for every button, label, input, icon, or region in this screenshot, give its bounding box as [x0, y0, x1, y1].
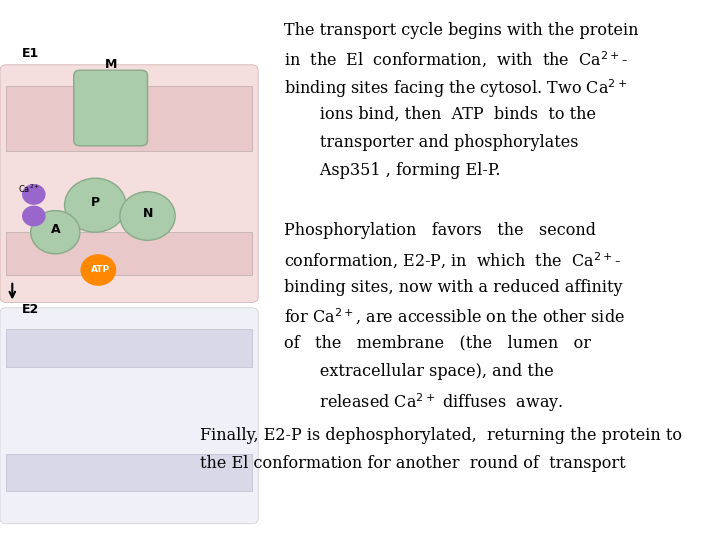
Text: The transport cycle begins with the protein: The transport cycle begins with the prot… — [284, 22, 639, 38]
Text: P: P — [91, 196, 100, 210]
Ellipse shape — [31, 211, 80, 254]
FancyBboxPatch shape — [73, 70, 148, 146]
Text: binding sites facing the cytosol. Two Ca$^{2+}$: binding sites facing the cytosol. Two Ca… — [284, 78, 627, 100]
FancyBboxPatch shape — [0, 308, 258, 524]
Text: Phosphorylation   favors   the   second: Phosphorylation favors the second — [284, 222, 596, 239]
Text: for Ca$^{2+}$, are accessible on the other side: for Ca$^{2+}$, are accessible on the oth… — [284, 307, 625, 327]
Text: A: A — [51, 223, 60, 237]
Text: conformation, E2-P, in  which  the  Ca$^{2+}$-: conformation, E2-P, in which the Ca$^{2+… — [284, 251, 621, 271]
Ellipse shape — [65, 178, 126, 232]
Text: N: N — [143, 207, 153, 220]
Ellipse shape — [120, 192, 175, 240]
Text: M: M — [104, 57, 117, 71]
Text: extracellular space), and the: extracellular space), and the — [284, 363, 554, 380]
Text: binding sites, now with a reduced affinity: binding sites, now with a reduced affini… — [284, 279, 623, 295]
Text: Asp351 , forming El-P.: Asp351 , forming El-P. — [284, 162, 500, 179]
Text: released Ca$^{2+}$ diffuses  away.: released Ca$^{2+}$ diffuses away. — [284, 391, 563, 414]
Circle shape — [23, 206, 45, 226]
Text: in  the  El  conformation,  with  the  Ca$^{2+}$-: in the El conformation, with the Ca$^{2+… — [284, 50, 629, 70]
Text: ATP: ATP — [91, 265, 110, 274]
Text: of   the   membrane   (the   lumen   or: of the membrane (the lumen or — [284, 335, 591, 352]
Text: Finally, E2-P is dephosphorylated,  returning the protein to: Finally, E2-P is dephosphorylated, retur… — [199, 427, 682, 443]
Text: E2: E2 — [22, 303, 39, 316]
FancyBboxPatch shape — [6, 86, 252, 151]
Circle shape — [81, 255, 115, 285]
FancyBboxPatch shape — [6, 454, 252, 491]
Text: Ca$^{2+}$: Ca$^{2+}$ — [19, 183, 41, 195]
Text: transporter and phosphorylates: transporter and phosphorylates — [284, 134, 578, 151]
Text: ions bind, then  ATP  binds  to the: ions bind, then ATP binds to the — [284, 106, 596, 123]
Circle shape — [23, 185, 45, 204]
FancyBboxPatch shape — [6, 232, 252, 275]
FancyBboxPatch shape — [6, 329, 252, 367]
Text: the El conformation for another  round of  transport: the El conformation for another round of… — [199, 455, 626, 471]
FancyBboxPatch shape — [0, 65, 258, 302]
Text: E1: E1 — [22, 46, 39, 60]
